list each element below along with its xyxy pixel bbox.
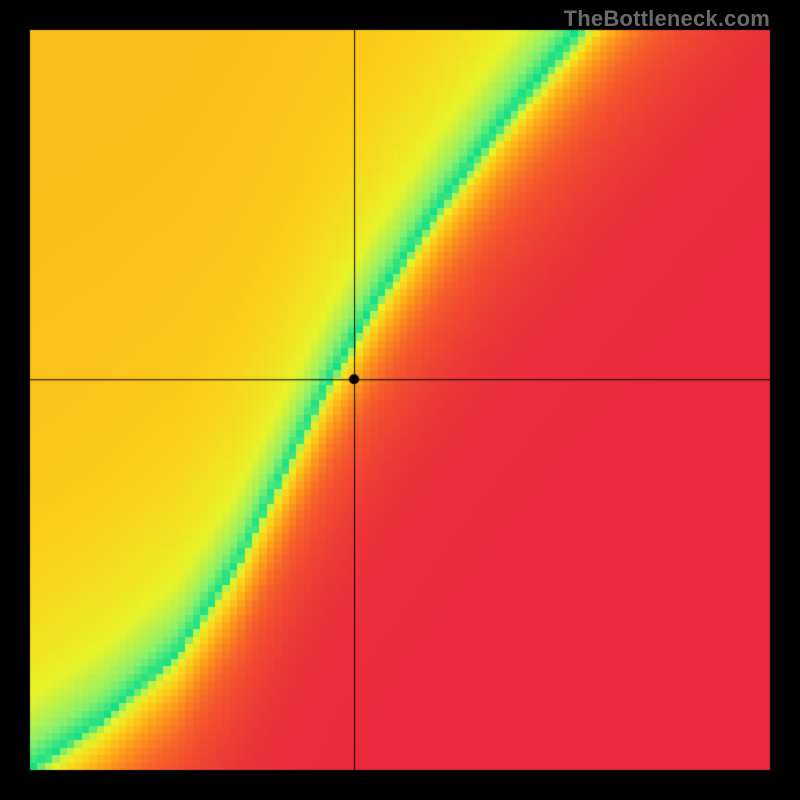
watermark-text: TheBottleneck.com	[564, 6, 770, 32]
bottleneck-heatmap-canvas	[0, 0, 800, 800]
chart-container: TheBottleneck.com	[0, 0, 800, 800]
